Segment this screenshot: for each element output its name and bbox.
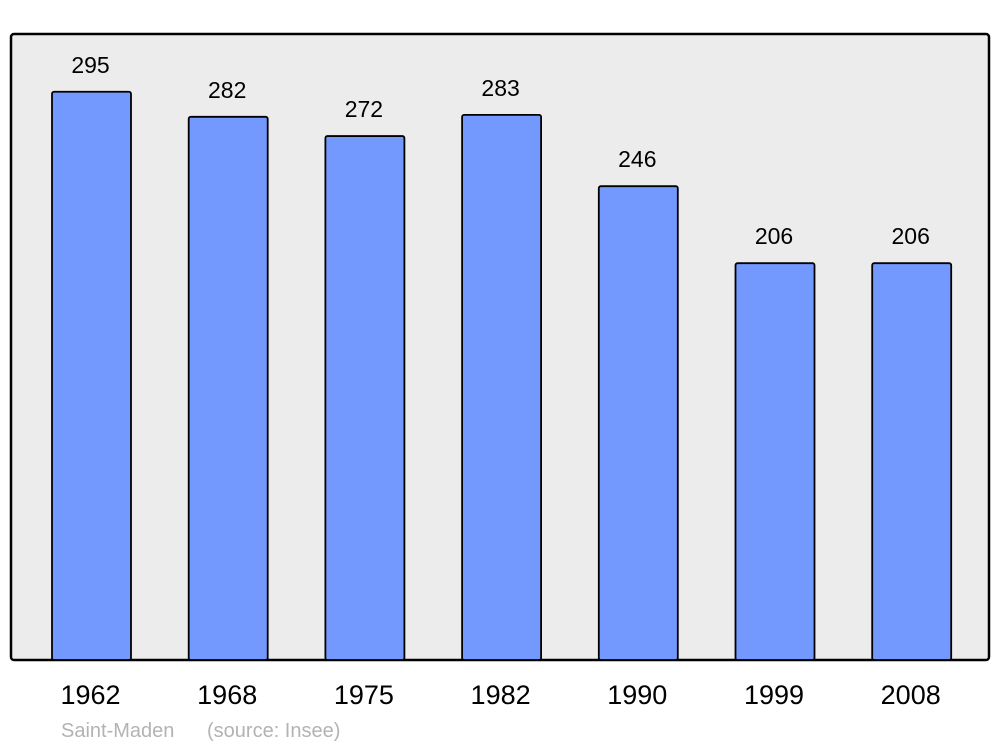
data-label-1982: 283: [481, 75, 519, 101]
bar-1975: [324, 135, 406, 661]
x-tick-label-1962: 1962: [60, 680, 120, 710]
x-tick-label-1999: 1999: [744, 680, 804, 710]
bar-1999: [734, 262, 816, 661]
footer-place: Saint-Maden: [61, 720, 174, 742]
data-label-1990: 246: [618, 146, 656, 172]
x-tick-label-1975: 1975: [334, 680, 394, 710]
bar-1990: [597, 185, 679, 661]
x-tick-label-1968: 1968: [197, 680, 257, 710]
bar-1982: [461, 113, 543, 661]
bar-2008: [871, 262, 953, 661]
data-label-1962: 295: [71, 52, 109, 78]
data-label-1975: 272: [345, 96, 383, 122]
footer-source: (source: Insee): [207, 720, 340, 742]
data-label-1999: 206: [755, 223, 793, 249]
data-label-1968: 282: [208, 77, 246, 103]
bar-1962: [51, 90, 132, 661]
data-label-2008: 206: [892, 223, 930, 249]
x-tick-label-1982: 1982: [471, 680, 531, 710]
x-tick-label-2008: 2008: [881, 680, 941, 710]
bar-1968: [187, 115, 269, 661]
x-tick-label-1990: 1990: [607, 680, 667, 710]
